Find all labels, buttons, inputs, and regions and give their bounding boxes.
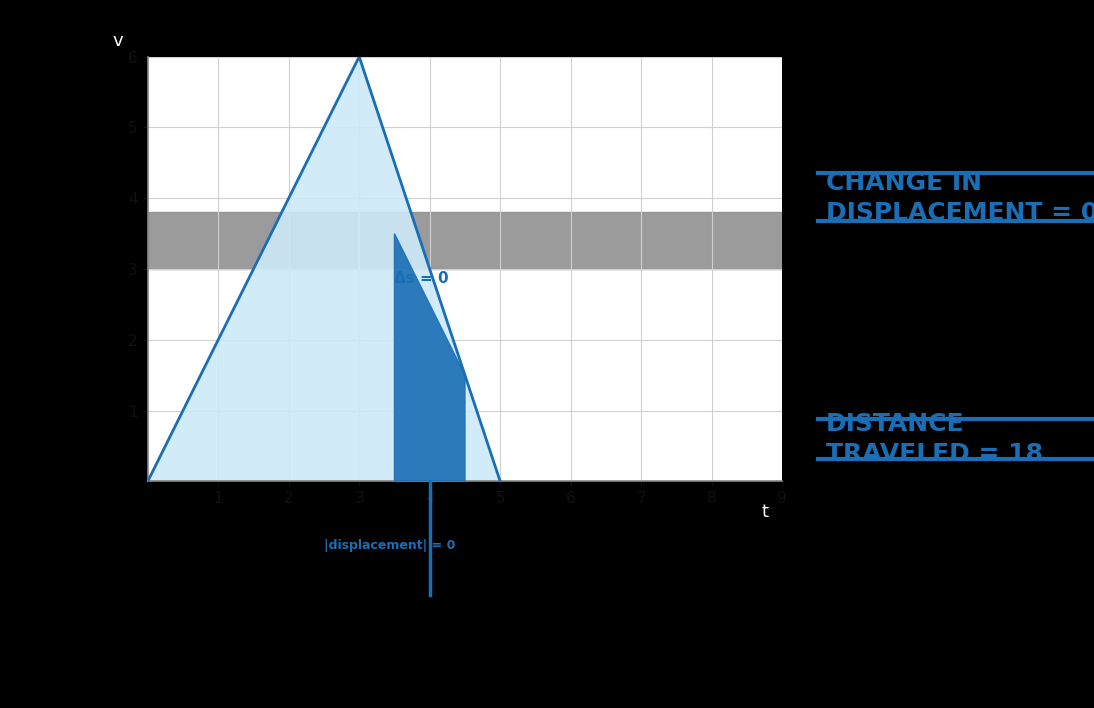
Text: DISTANCE
TRAVELED = 18: DISTANCE TRAVELED = 18 [826,412,1043,466]
Text: |displacement| = 0: |displacement| = 0 [324,539,455,552]
Bar [148,212,782,269]
Text: CHANGE IN
DISPLACEMENT = 0: CHANGE IN DISPLACEMENT = 0 [826,171,1094,225]
Polygon shape [359,57,500,481]
Text: v: v [113,32,123,50]
Text: t: t [761,503,768,521]
Text: Δs = 0: Δs = 0 [395,271,449,286]
Polygon shape [148,57,359,481]
Polygon shape [395,234,465,481]
